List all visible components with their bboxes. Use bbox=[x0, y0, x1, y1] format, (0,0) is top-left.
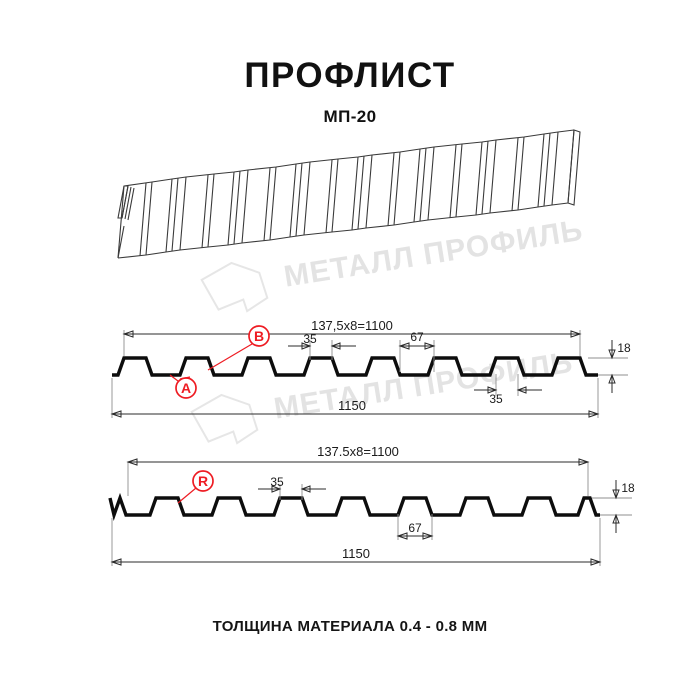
dimension-rib-base-label: 67 bbox=[410, 330, 424, 344]
callout-a-circle bbox=[176, 378, 196, 398]
material-thickness-caption: ТОЛЩИНА МАТЕРИАЛА 0.4 - 0.8 ММ bbox=[212, 618, 488, 635]
dimension-top-label: 137,5x8=1100 bbox=[311, 318, 393, 333]
dimension-bottom-label: 1150 bbox=[338, 398, 366, 413]
callout-b-label: B bbox=[254, 328, 264, 344]
dimension-height-label: 18 bbox=[621, 481, 635, 495]
dimension-rib-top-label: 35 bbox=[270, 475, 284, 489]
dimension-rib-base-label: 67 bbox=[408, 521, 422, 535]
watermark-logo-icon bbox=[200, 258, 269, 317]
dimension-top-front: 137,5x8=1100 bbox=[124, 318, 580, 356]
corrugated-sheet-isometric bbox=[118, 130, 580, 258]
dimension-rib-base-front: 67 bbox=[400, 330, 434, 372]
callout-a: A bbox=[170, 375, 196, 398]
page-subtitle: МП-20 bbox=[323, 106, 377, 126]
callout-b-circle bbox=[249, 326, 269, 346]
dimension-rib-top-front: 35 bbox=[288, 332, 356, 360]
dimension-rib-top2-label: 35 bbox=[489, 392, 503, 406]
watermark-lower: МЕТАЛЛ ПРОФИЛЬ bbox=[190, 346, 576, 449]
watermark-text: МЕТАЛЛ ПРОФИЛЬ bbox=[272, 346, 576, 426]
dimension-height-front: 18 bbox=[588, 340, 631, 393]
dimension-rib-top2-front: 35 bbox=[474, 374, 542, 406]
dimension-top-label: 137.5x8=1100 bbox=[317, 444, 399, 459]
watermark-text: МЕТАЛЛ ПРОФИЛЬ bbox=[282, 214, 586, 294]
dimension-height-label: 18 bbox=[617, 341, 631, 355]
profile-outline-front bbox=[112, 358, 598, 375]
dimension-top-reverse: 137.5x8=1100 bbox=[128, 444, 588, 496]
page-header: ПРОФЛИСТ МП-20 bbox=[0, 56, 700, 127]
callout-r: R bbox=[178, 471, 213, 503]
dimension-rib-top-label: 35 bbox=[303, 332, 317, 346]
dimension-height-reverse: 18 bbox=[592, 480, 635, 533]
dimension-bottom-reverse: 1150 bbox=[112, 518, 600, 566]
callout-r-circle bbox=[193, 471, 213, 491]
dimension-bottom-label: 1150 bbox=[342, 546, 370, 561]
dimension-bottom-front: 1150 bbox=[112, 378, 598, 418]
callout-a-label: A bbox=[181, 380, 191, 396]
dimension-rib-base-reverse: 67 bbox=[398, 514, 432, 540]
watermark-logo-icon bbox=[190, 390, 259, 449]
dimension-rib-top-reverse: 35 bbox=[258, 475, 326, 500]
callout-b: B bbox=[208, 326, 269, 370]
page-title: ПРОФЛИСТ bbox=[244, 56, 456, 95]
profile-outline-reverse bbox=[110, 498, 600, 515]
watermark-upper: МЕТАЛЛ ПРОФИЛЬ bbox=[200, 214, 586, 317]
callout-r-label: R bbox=[198, 473, 208, 489]
